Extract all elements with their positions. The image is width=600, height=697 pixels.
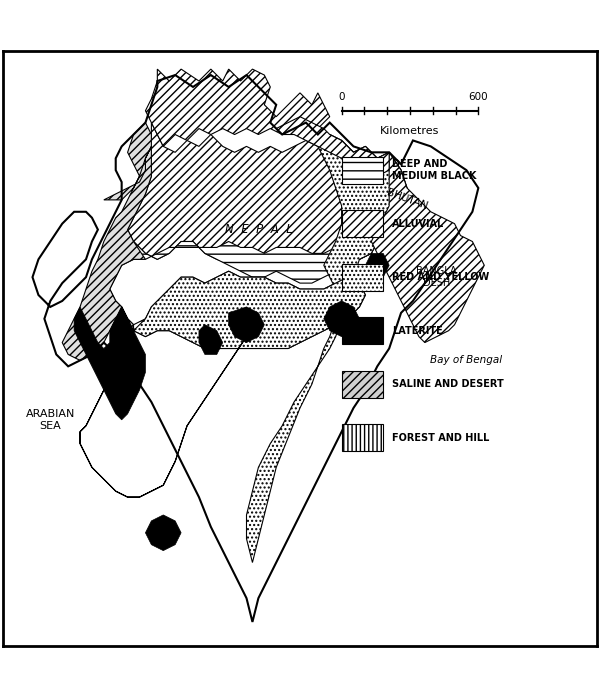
- Bar: [341, 371, 383, 397]
- Text: LATERITE: LATERITE: [392, 325, 443, 336]
- Text: 0: 0: [338, 92, 345, 102]
- Text: DEEP AND
MEDIUM BLACK: DEEP AND MEDIUM BLACK: [392, 160, 476, 181]
- Polygon shape: [145, 515, 181, 551]
- Bar: [341, 210, 383, 237]
- Text: FOREST AND HILL: FOREST AND HILL: [392, 433, 490, 443]
- Text: Bay of Bengal: Bay of Bengal: [430, 355, 503, 365]
- Text: ALLUVIAL: ALLUVIAL: [392, 219, 445, 229]
- Polygon shape: [247, 135, 407, 562]
- Polygon shape: [74, 307, 145, 420]
- Polygon shape: [199, 325, 223, 355]
- Text: ARABIAN
SEA: ARABIAN SEA: [26, 409, 75, 431]
- Text: BANGLA
DESH: BANGLA DESH: [416, 266, 457, 288]
- Text: Kilometres: Kilometres: [380, 125, 440, 136]
- Text: SALINE AND DESERT: SALINE AND DESERT: [392, 379, 504, 389]
- Bar: [341, 424, 383, 451]
- Polygon shape: [276, 116, 389, 176]
- Text: RED AND YELLOW: RED AND YELLOW: [392, 272, 490, 282]
- Text: BHUTAN: BHUTAN: [385, 188, 429, 212]
- Bar: [341, 157, 383, 183]
- Bar: [341, 263, 383, 291]
- Text: N  E  P  A  L: N E P A L: [224, 223, 292, 236]
- Polygon shape: [324, 301, 359, 337]
- Polygon shape: [145, 69, 330, 146]
- Bar: [341, 317, 383, 344]
- Polygon shape: [104, 229, 377, 348]
- Polygon shape: [62, 123, 151, 360]
- Polygon shape: [128, 123, 407, 266]
- Text: 600: 600: [469, 92, 488, 102]
- Polygon shape: [229, 307, 265, 342]
- Polygon shape: [365, 254, 389, 277]
- Polygon shape: [371, 153, 484, 342]
- Polygon shape: [80, 271, 365, 497]
